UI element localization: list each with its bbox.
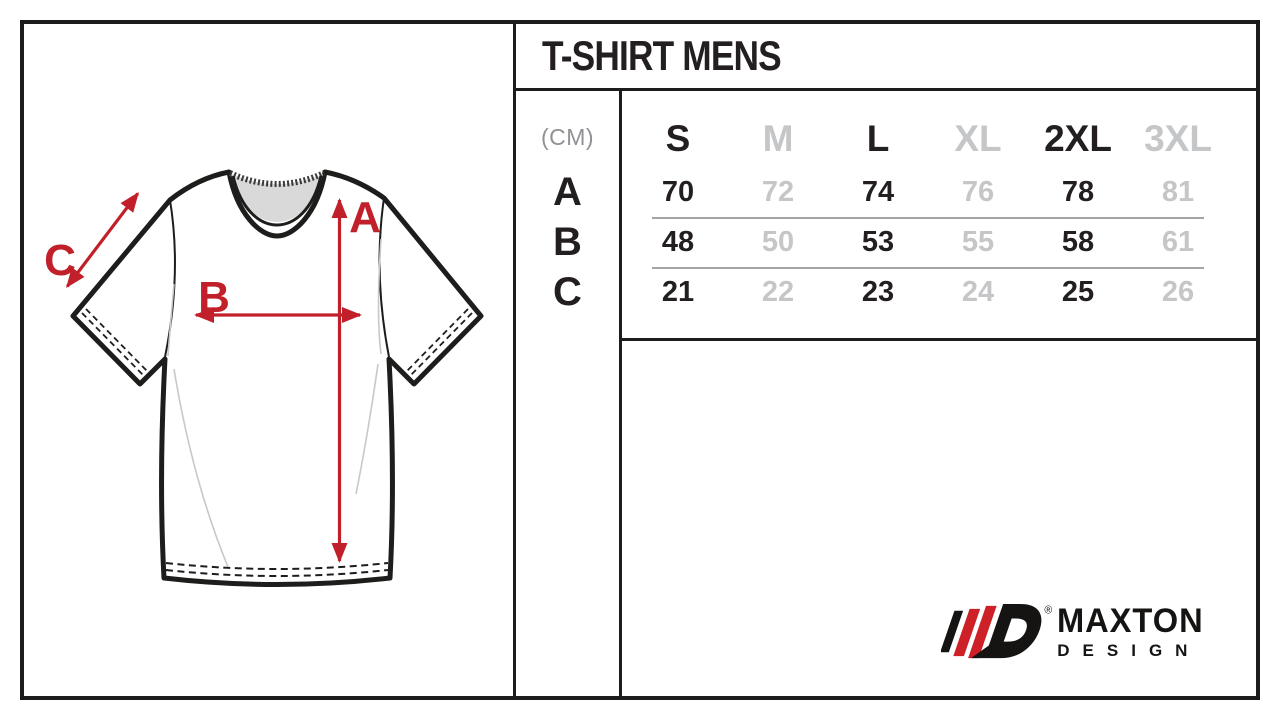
left-sleeve-seam bbox=[164, 199, 176, 358]
dimension-label-c: C bbox=[44, 236, 76, 285]
size-value-b-s: 48 bbox=[661, 225, 695, 258]
dimension-label-b: B bbox=[198, 273, 230, 322]
values-col: S M L XL 2XL 3XL 70 72 74 76 78 81 48 50 53 55 58 61 21 22… bbox=[622, 91, 1256, 696]
size-value-c-s: 21 bbox=[661, 275, 695, 308]
size-value-b-xl: 55 bbox=[961, 225, 995, 258]
row-label-b: B bbox=[553, 219, 582, 264]
crease-line bbox=[173, 368, 229, 568]
size-value-c-l: 23 bbox=[861, 275, 895, 308]
unit-label: (CM) bbox=[540, 124, 595, 150]
size-col-s: S bbox=[665, 118, 691, 159]
crease-line bbox=[377, 238, 382, 355]
logo-brand: MAXTON bbox=[1057, 602, 1204, 640]
size-value-a-l: 74 bbox=[861, 175, 895, 208]
dimension-arrow-c bbox=[66, 192, 139, 288]
registered-mark: ® bbox=[1045, 605, 1053, 617]
crease-line bbox=[355, 363, 379, 495]
tshirt-diagram: A B C bbox=[44, 169, 484, 587]
logo-zone: ® MAXTON DESIGN bbox=[622, 341, 1256, 696]
collar-inner-line bbox=[231, 175, 323, 227]
left-cuff-stitch bbox=[81, 312, 144, 376]
size-col-xl: XL bbox=[954, 118, 1002, 159]
panel-divider bbox=[513, 24, 516, 696]
row-label-a: A bbox=[553, 169, 582, 214]
logo-d-glyph bbox=[971, 603, 1042, 659]
size-value-b-3xl: 61 bbox=[1161, 225, 1195, 258]
crease-line bbox=[167, 283, 175, 357]
size-row-b: 48 50 53 55 58 61 bbox=[622, 217, 1256, 267]
tshirt-panel: A B C bbox=[24, 24, 513, 696]
size-value-a-2xl: 78 bbox=[1061, 175, 1095, 208]
tshirt-outline bbox=[70, 169, 484, 587]
size-value-b-m: 50 bbox=[761, 225, 795, 258]
title-bar: T-SHIRT MENS bbox=[516, 24, 1256, 91]
logo-text: MAXTON DESIGN bbox=[1057, 604, 1210, 659]
size-value-c-m: 22 bbox=[761, 275, 795, 308]
size-value-c-3xl: 26 bbox=[1161, 275, 1195, 308]
size-value-a-3xl: 81 bbox=[1161, 175, 1195, 208]
right-cuff-stitch bbox=[410, 312, 473, 376]
page-title: T-SHIRT MENS bbox=[542, 32, 782, 79]
size-col-m: M bbox=[762, 118, 794, 159]
row-label-c: C bbox=[553, 269, 582, 314]
size-row-a: 70 72 74 76 78 81 bbox=[622, 167, 1256, 217]
left-cuff-stitch bbox=[85, 308, 148, 372]
logo-stripe-red bbox=[953, 608, 981, 657]
right-cuff-stitch bbox=[406, 308, 469, 372]
size-value-b-l: 53 bbox=[861, 225, 895, 258]
size-value-a-xl: 76 bbox=[961, 175, 995, 208]
size-col-2xl: 2XL bbox=[1044, 118, 1112, 159]
size-value-c-2xl: 25 bbox=[1061, 275, 1095, 308]
collar-back-fill bbox=[231, 174, 323, 222]
maxton-logo-mark: ® bbox=[941, 603, 1053, 659]
size-table: S M L XL 2XL 3XL 70 72 74 76 78 81 48 50 53 55 58 61 21 22… bbox=[622, 91, 1256, 341]
logo-sub: DESIGN bbox=[1057, 641, 1201, 660]
size-row-c: 21 22 23 24 25 26 bbox=[622, 267, 1256, 317]
size-rows: 70 72 74 76 78 81 48 50 53 55 58 61 21 22 23 24 25 26 bbox=[622, 167, 1256, 317]
size-value-c-xl: 24 bbox=[961, 275, 995, 308]
maxton-logo: ® MAXTON DESIGN bbox=[941, 602, 1210, 662]
hem-stitch bbox=[165, 569, 389, 577]
size-col-3xl: 3XL bbox=[1144, 118, 1212, 159]
size-value-b-2xl: 58 bbox=[1061, 225, 1095, 258]
logo-stripe-red bbox=[968, 605, 997, 659]
hem-stitch bbox=[165, 562, 389, 570]
size-value-a-s: 70 bbox=[661, 175, 695, 208]
size-value-a-m: 72 bbox=[761, 175, 795, 208]
logo-stripe-black bbox=[941, 610, 964, 653]
size-header-row: S M L XL 2XL 3XL bbox=[622, 91, 1256, 167]
size-col-l: L bbox=[866, 118, 890, 159]
dimension-label-a: A bbox=[349, 193, 381, 242]
